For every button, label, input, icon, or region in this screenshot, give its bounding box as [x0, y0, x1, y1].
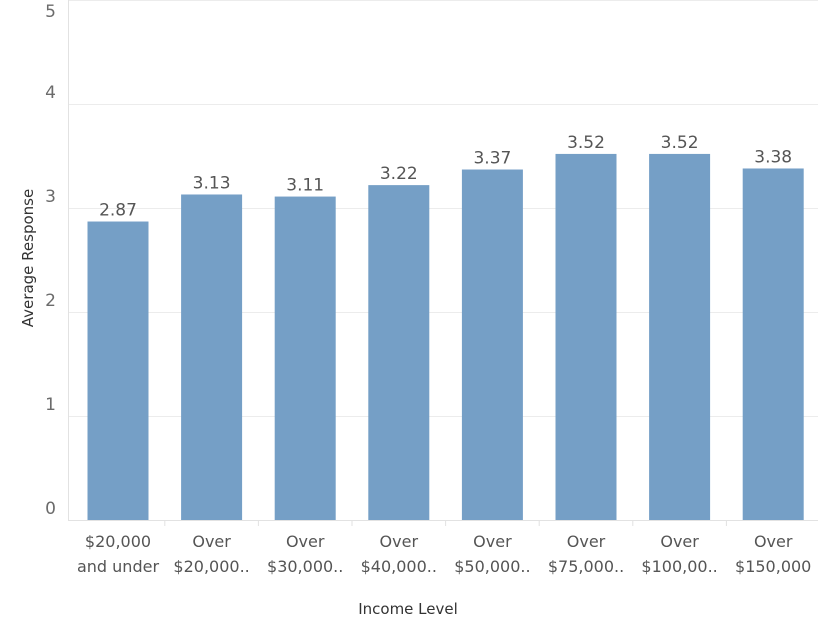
data-label: 3.52: [567, 133, 605, 153]
data-label: 2.87: [99, 201, 137, 221]
y-tick-label: 5: [45, 2, 56, 22]
x-tick-label: $75,000..: [548, 557, 624, 576]
x-tick-label: $150,000: [735, 557, 811, 576]
y-axis-title: Average Response: [19, 189, 37, 327]
x-tick-label: Over: [192, 532, 231, 551]
bar: [461, 169, 523, 520]
data-label: 3.13: [193, 173, 231, 193]
x-tick-label: $20,000: [85, 532, 151, 551]
bar: [742, 168, 804, 521]
x-tick-label: Over: [754, 532, 793, 551]
data-label: 3.37: [473, 149, 511, 169]
data-label: 3.22: [380, 164, 418, 184]
bar: [649, 153, 711, 521]
data-label: 3.38: [754, 147, 792, 167]
bar: [555, 153, 617, 521]
x-tick-label: Over: [660, 532, 699, 551]
y-tick-label: 4: [45, 83, 56, 103]
x-tick-label: and under: [77, 557, 159, 576]
data-label: 3.11: [286, 176, 324, 196]
bar: [87, 221, 149, 520]
y-tick-label: 1: [45, 395, 56, 415]
x-tick-label: Over: [380, 532, 419, 551]
axes: [68, 0, 818, 526]
bar: [181, 194, 243, 521]
x-tick-label: Over: [567, 532, 606, 551]
y-axis-ticks: 0 1 2 3 4 5: [45, 2, 56, 519]
x-tick-label: $20,000..: [173, 557, 249, 576]
y-tick-label: 2: [45, 291, 56, 311]
x-tick-label: $40,000..: [361, 557, 437, 576]
y-tick-label: 0: [45, 499, 56, 519]
data-label: 3.52: [661, 133, 699, 153]
x-axis-ticks: $20,000 and under Over $20,000.. Over $30,000…: [77, 532, 811, 576]
bars: [87, 153, 804, 521]
x-tick-label: $30,000..: [267, 557, 343, 576]
x-tick-label: Over: [473, 532, 512, 551]
bar: [368, 185, 430, 520]
bar: [274, 196, 336, 520]
data-labels: 2.87 3.13 3.11 3.22 3.37 3.52 3.52 3.38: [99, 133, 792, 221]
x-tick-label: $50,000..: [454, 557, 530, 576]
x-tick-label: $100,00..: [641, 557, 717, 576]
x-tick-label: Over: [286, 532, 325, 551]
y-tick-label: 3: [45, 187, 56, 207]
x-axis-title: Income Level: [358, 600, 458, 618]
